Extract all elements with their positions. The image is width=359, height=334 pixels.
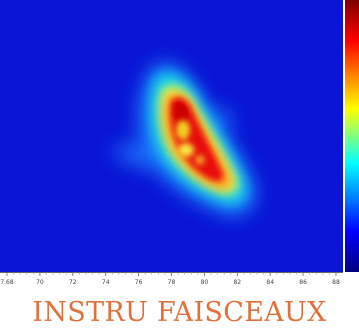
- heatmap-plot: [0, 0, 343, 272]
- x-tick-label: 76: [135, 279, 143, 286]
- beam-inner-structure: [176, 120, 205, 165]
- heatmap-canvas: [110, 62, 257, 217]
- x-axis-svg: 7.68 70 72 74 76 78 80 82 84 86 88: [0, 272, 343, 286]
- x-tick-label: 7.68: [0, 279, 14, 286]
- colorbar: [345, 0, 359, 272]
- brand-title: INSTRU FAISCEAUX: [32, 297, 327, 328]
- x-tick-label: 72: [69, 279, 77, 286]
- x-tick-label: 78: [168, 279, 176, 286]
- beam-red-core: [170, 97, 223, 181]
- x-tick-label: 84: [266, 279, 274, 286]
- x-tick-label: 70: [36, 279, 44, 286]
- x-tick-label: 82: [233, 279, 241, 286]
- x-axis: 7.68 70 72 74 76 78 80 82 84 86 88: [0, 272, 343, 290]
- x-tick-label: 88: [332, 279, 340, 286]
- x-tick-label: 80: [201, 279, 209, 286]
- x-tick-label: 86: [299, 279, 307, 286]
- x-tick-label: 74: [102, 279, 110, 286]
